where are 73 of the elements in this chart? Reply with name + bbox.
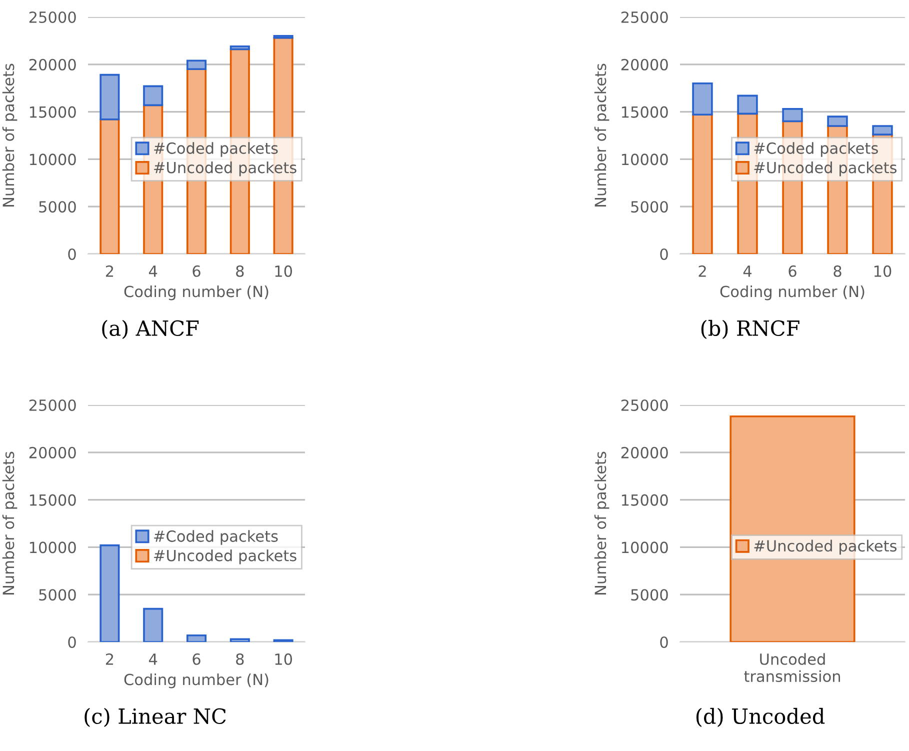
x-axis-title: Coding number (N)	[720, 285, 864, 300]
y-tick-label: 0	[68, 248, 76, 260]
x-tick-label: 8	[834, 265, 842, 277]
y-tick-label: 0	[68, 636, 76, 648]
bar	[230, 638, 250, 642]
text: (d) Uncoded	[696, 708, 825, 727]
x-axis-title: Coding number (N)	[124, 673, 268, 688]
x-tick-label: 6	[192, 653, 200, 665]
y-tick-label: 10000	[622, 154, 668, 166]
x-tick-label: Uncoded transmission	[744, 653, 840, 682]
x-tick-label: 2	[106, 653, 114, 665]
text: (a) ANCF	[102, 320, 199, 339]
y-tick-label: 5000	[631, 589, 668, 601]
y-tick-label: 0	[660, 248, 668, 260]
y-axis-title: Number of packets	[2, 452, 18, 594]
x-tick-label: 10	[874, 265, 892, 277]
bar	[186, 60, 207, 70]
bar	[143, 608, 164, 642]
y-tick-label: 5000	[631, 201, 668, 213]
legend-label: #Coded packets	[154, 142, 278, 157]
y-tick-label: 15000	[30, 494, 76, 506]
bar	[230, 45, 250, 50]
y-tick-label: 20000	[29, 58, 76, 70]
y-tick-label: 15000	[622, 494, 668, 506]
text: (c) Linear NC	[84, 708, 226, 727]
legend-label: #Uncoded packets	[754, 540, 897, 555]
y-tick-label: 25000	[621, 399, 668, 412]
legend-label: #Uncoded packets	[154, 161, 296, 176]
y-tick-label: 25000	[621, 11, 668, 24]
y-tick-label: 5000	[39, 589, 76, 601]
bar	[100, 118, 120, 254]
x-tick-label: 10	[275, 653, 292, 665]
legend-label: #Uncoded packets	[154, 549, 296, 564]
x-tick-label: 4	[148, 654, 158, 665]
y-tick-label: 15000	[622, 106, 668, 118]
y-tick-label: 20000	[29, 446, 76, 458]
y-tick-label: 20000	[621, 446, 668, 458]
x-axis-title: Coding number (N)	[124, 285, 268, 300]
y-tick-label: 20000	[621, 58, 668, 70]
y-tick-label: 25000	[29, 399, 76, 412]
x-tick-label: 2	[698, 265, 706, 277]
bar	[827, 116, 848, 127]
bar	[100, 544, 120, 642]
bar	[143, 85, 164, 106]
x-tick-label: 4	[148, 266, 158, 277]
y-tick-label: 25000	[29, 11, 76, 24]
legend-label: #Coded packets	[754, 142, 878, 157]
x-tick-label: 4	[743, 266, 752, 277]
bar	[872, 125, 893, 136]
y-tick-label: 5000	[39, 201, 76, 213]
y-tick-label: 10000	[30, 542, 76, 554]
text: (b) RNCF	[701, 320, 800, 339]
bar	[737, 94, 758, 115]
bar	[692, 82, 713, 116]
legend-label: #Coded packets	[154, 530, 278, 545]
x-tick-label: 10	[275, 265, 292, 277]
y-tick-label: 15000	[30, 106, 76, 118]
x-tick-label: 2	[106, 265, 114, 277]
y-axis-title: Number of packets	[594, 452, 610, 594]
x-tick-label: 6	[192, 265, 200, 277]
bar	[186, 634, 207, 642]
x-tick-label: 6	[788, 265, 796, 277]
y-tick-label: 10000	[622, 542, 668, 554]
y-tick-label: 10000	[30, 154, 76, 166]
y-axis-title: Number of packets	[2, 64, 18, 206]
x-tick-label: 8	[236, 653, 244, 665]
legend-label: #Uncoded packets	[754, 161, 897, 176]
bar	[692, 114, 713, 254]
y-tick-label: 0	[660, 636, 668, 648]
bar	[782, 108, 803, 122]
bar	[100, 74, 120, 120]
x-tick-label: 8	[236, 265, 244, 277]
y-axis-title: Number of packets	[594, 64, 610, 206]
